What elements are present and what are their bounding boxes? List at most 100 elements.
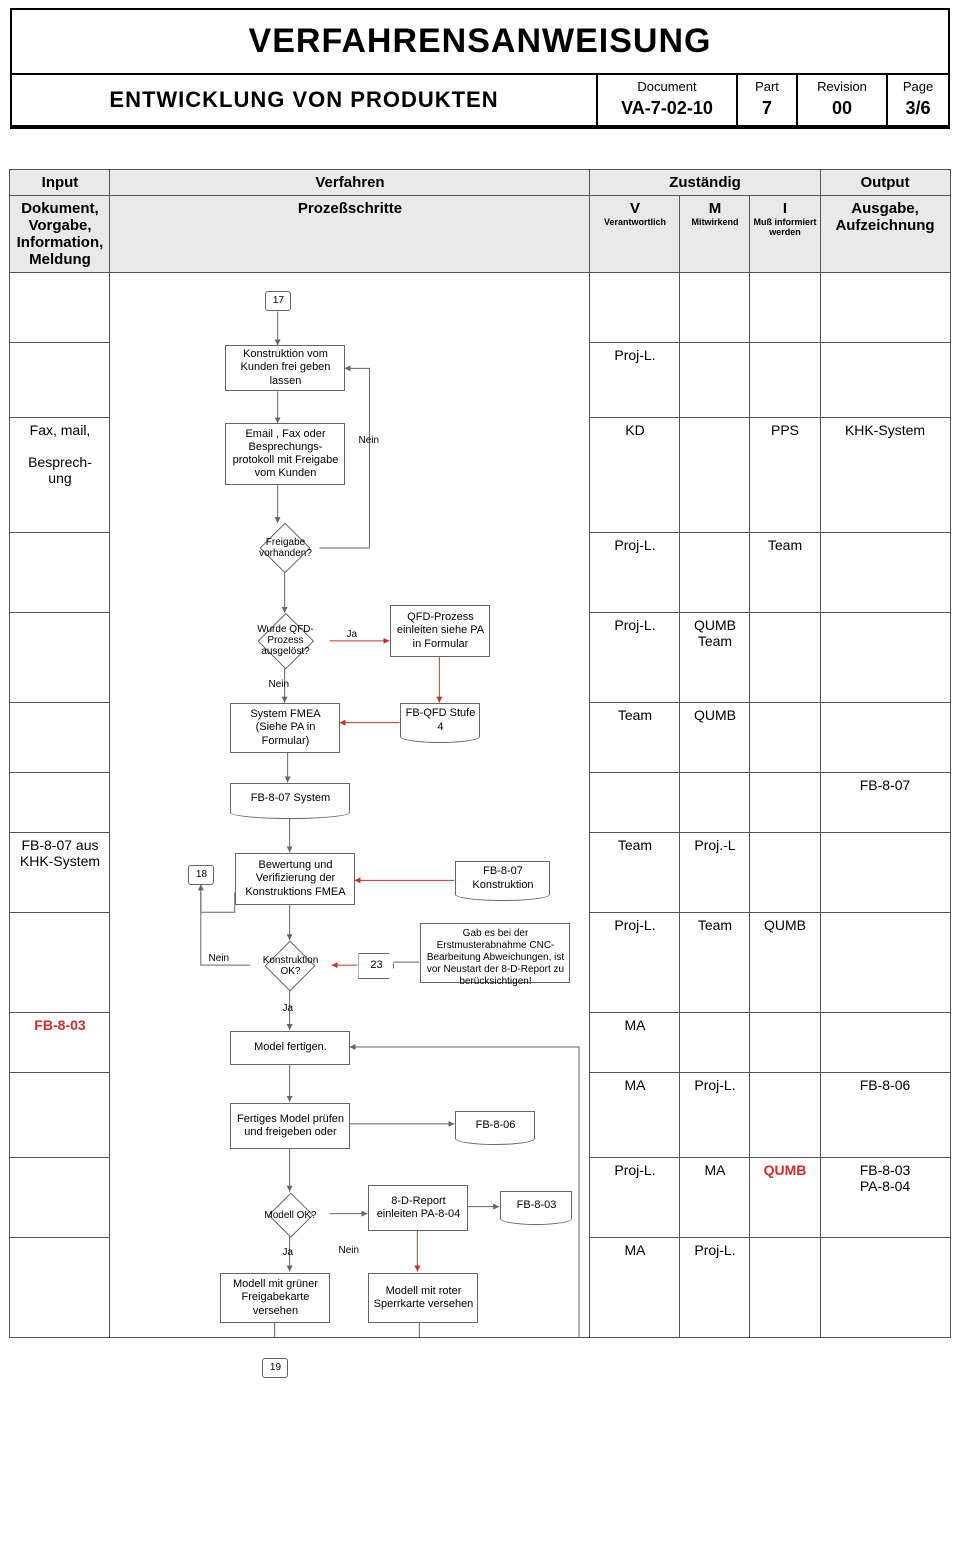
process-table: Input Verfahren Zuständig Output Dokumen…: [9, 169, 950, 1338]
v-cell: MA: [590, 1238, 680, 1338]
flowchart-cell: 17 Konstruktion vom Kunden frei geben las…: [110, 273, 590, 1338]
i-small: Muß informiert werden: [752, 217, 817, 237]
v-cell: [590, 773, 680, 833]
flow-document: FB-8-06: [455, 1111, 535, 1139]
part-cell: Part 7: [738, 75, 798, 125]
document-header: VERFAHRENSANWEISUNG ENTWICKLUNG VON PROD…: [10, 8, 950, 129]
out-cell: [820, 343, 950, 418]
i-cell: [750, 833, 820, 913]
input-cell: [10, 613, 110, 703]
out-cell: FB-8-03 PA-8-04: [820, 1158, 950, 1238]
v-cell: MA: [590, 1073, 680, 1158]
col-verfahren-header: Verfahren: [110, 170, 590, 196]
flow-connector: 17: [265, 291, 291, 311]
flow-edge-label: Ja: [346, 629, 357, 640]
input-subheader: Dokument, Vorgabe, Information, Meldung: [10, 196, 110, 273]
v-cell: KD: [590, 418, 680, 533]
flow-connector: 19: [262, 1358, 288, 1378]
flow-edge-label: Ja: [282, 1247, 293, 1258]
table-row: 17Konstruktion vom Kunden frei geben las…: [10, 273, 950, 343]
v-cell: MA: [590, 1013, 680, 1073]
m-cell: Proj-L.: [680, 1073, 750, 1158]
flow-process: Bewertung und Verifizierung der Konstruk…: [235, 853, 355, 905]
main-title: VERFAHRENSANWEISUNG: [12, 22, 948, 61]
i-cell: [750, 343, 820, 418]
m-cell: [680, 343, 750, 418]
part-label: Part: [738, 75, 796, 96]
out-cell: [820, 533, 950, 613]
m-subheader: M Mitwirkend: [680, 196, 750, 273]
flow-document: FB-QFD Stufe 4: [400, 703, 480, 737]
m-cell: QUMB Team: [680, 613, 750, 703]
flow-edge-label: Nein: [358, 435, 379, 446]
out-cell: KHK-System: [820, 418, 950, 533]
i-subheader: I Muß informiert werden: [750, 196, 820, 273]
out-cell: [820, 613, 950, 703]
flow-document: FB-8-07 System: [230, 783, 350, 813]
i-cell: [750, 613, 820, 703]
page-cell: Page 3/6: [888, 75, 948, 125]
revision-cell: Revision 00: [798, 75, 888, 125]
m-cell: MA: [680, 1158, 750, 1238]
m-cell: Team: [680, 913, 750, 1013]
out-cell: [820, 913, 950, 1013]
flow-note: Gab es bei der Erstmusterabnahme CNC-Bea…: [420, 923, 570, 983]
flow-document: FB-8-03: [500, 1191, 572, 1219]
input-cell: [10, 1238, 110, 1338]
i-cell: Team: [750, 533, 820, 613]
flow-edge: [201, 884, 235, 912]
input-cell: FB-8-03: [10, 1013, 110, 1073]
flow-decision: Konstruktion OK?: [250, 941, 330, 991]
v-cell: Team: [590, 833, 680, 913]
m-cell: [680, 418, 750, 533]
flow-process: 8-D-Report einleiten PA-8-04: [368, 1185, 468, 1231]
i-cell: PPS: [750, 418, 820, 533]
i-cell: [750, 273, 820, 343]
flow-process: Fertiges Model prüfen und freigeben oder: [230, 1103, 350, 1149]
flow-edge-label: Nein: [338, 1245, 359, 1256]
title-bar: VERFAHRENSANWEISUNG: [12, 10, 948, 75]
out-cell: FB-8-06: [820, 1073, 950, 1158]
m-small: Mitwirkend: [682, 217, 747, 227]
out-cell: [820, 1238, 950, 1338]
flow-decision: Modell OK?: [250, 1193, 330, 1237]
m-cell: [680, 273, 750, 343]
i-cell: QUMB: [750, 1158, 820, 1238]
m-cell: Proj.-L: [680, 833, 750, 913]
i-cell: [750, 1073, 820, 1158]
part-value: 7: [738, 96, 796, 125]
flow-process: Modell mit roter Sperrkarte versehen: [368, 1273, 478, 1323]
input-cell: [10, 703, 110, 773]
input-cell: [10, 343, 110, 418]
flow-process: System FMEA (Siehe PA in Formular): [230, 703, 340, 753]
proc-subheader: Prozeßschritte: [110, 196, 590, 273]
info-row: ENTWICKLUNG VON PRODUKTEN Document VA-7-…: [12, 75, 948, 127]
v-cell: Proj-L.: [590, 533, 680, 613]
flow-process: Konstruktion vom Kunden frei geben lasse…: [225, 345, 345, 391]
i-cell: [750, 773, 820, 833]
v-cell: Proj-L.: [590, 343, 680, 418]
revision-label: Revision: [798, 75, 886, 96]
v-cell: Proj-L.: [590, 913, 680, 1013]
out-cell: [820, 273, 950, 343]
v-cell: [590, 273, 680, 343]
flow-process: Modell mit grüner Freigabekarte versehen: [220, 1273, 330, 1323]
col-input-header: Input: [10, 170, 110, 196]
input-cell: Fax, mail, Besprech- ung: [10, 418, 110, 533]
flow-edge-label: Nein: [208, 953, 229, 964]
v-cell: Proj-L.: [590, 1158, 680, 1238]
i-cell: [750, 1238, 820, 1338]
flow-decision: Freigabe vorhanden?: [250, 523, 320, 573]
flow-decision: Wurde QFD-Prozess ausgelöst?: [240, 613, 330, 668]
m-cell: QUMB: [680, 703, 750, 773]
out-cell: [820, 833, 950, 913]
page-label: Page: [888, 75, 948, 96]
out-cell: [820, 1013, 950, 1073]
m-big: M: [682, 200, 747, 217]
flow-process: QFD-Prozess einleiten siehe PA in Formul…: [390, 605, 490, 657]
page-value: 3/6: [888, 96, 948, 125]
flow-edge-label: Nein: [268, 679, 289, 690]
output-subheader: Ausgabe, Aufzeichnung: [820, 196, 950, 273]
i-big: I: [752, 200, 817, 217]
out-cell: [820, 703, 950, 773]
